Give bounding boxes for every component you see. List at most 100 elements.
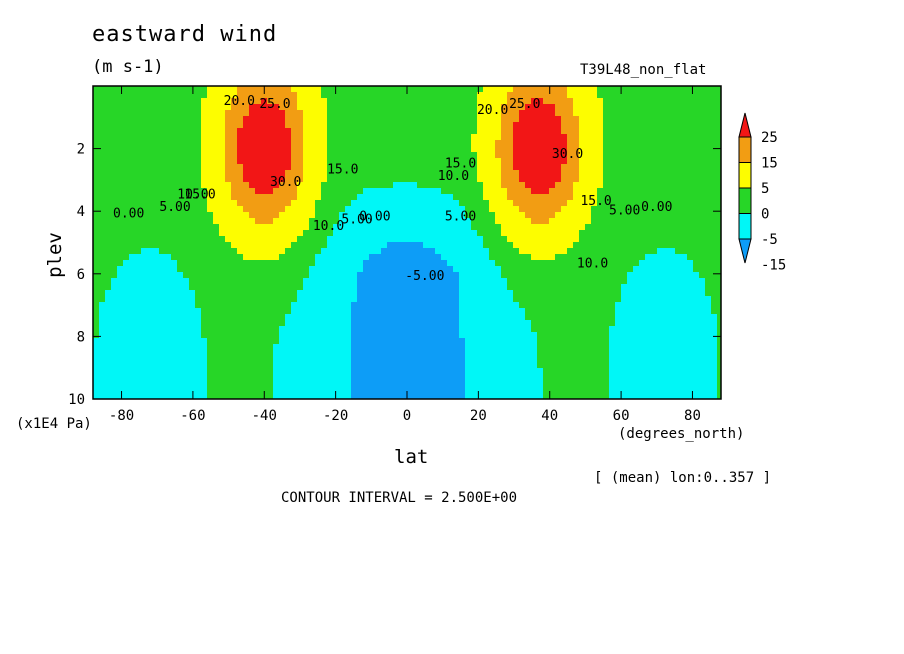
field-cell bbox=[531, 122, 538, 129]
field-cell bbox=[357, 104, 364, 111]
field-cell bbox=[267, 272, 274, 279]
field-cell bbox=[453, 338, 460, 345]
field-cell bbox=[213, 98, 220, 105]
field-cell bbox=[219, 206, 226, 213]
field-cell bbox=[243, 158, 250, 165]
field-cell bbox=[429, 182, 436, 189]
field-cell bbox=[573, 272, 580, 279]
field-cell bbox=[291, 146, 298, 153]
field-cell bbox=[423, 350, 430, 357]
field-cell bbox=[153, 278, 160, 285]
field-cell bbox=[507, 110, 514, 117]
field-cell bbox=[189, 296, 196, 303]
field-cell bbox=[645, 116, 652, 123]
field-cell bbox=[153, 182, 160, 189]
field-cell bbox=[333, 212, 340, 219]
field-cell bbox=[429, 236, 436, 243]
field-cell bbox=[699, 302, 706, 309]
field-cell bbox=[549, 158, 556, 165]
field-cell bbox=[681, 254, 688, 261]
field-cell bbox=[495, 188, 502, 195]
field-cell bbox=[93, 164, 100, 171]
field-cell bbox=[141, 206, 148, 213]
field-cell bbox=[111, 302, 118, 309]
field-cell bbox=[117, 326, 124, 333]
field-cell bbox=[297, 170, 304, 177]
field-cell bbox=[267, 320, 274, 327]
field-cell bbox=[129, 140, 136, 147]
field-cell bbox=[651, 206, 658, 213]
field-cell bbox=[543, 92, 550, 99]
field-cell bbox=[417, 194, 424, 201]
field-cell bbox=[513, 266, 520, 273]
field-cell bbox=[321, 122, 328, 129]
field-cell bbox=[129, 86, 136, 93]
field-cell bbox=[369, 128, 376, 135]
field-cell bbox=[585, 194, 592, 201]
field-cell bbox=[297, 140, 304, 147]
field-cell bbox=[585, 206, 592, 213]
field-cell bbox=[219, 218, 226, 225]
field-cell bbox=[177, 218, 184, 225]
field-cell bbox=[291, 152, 298, 159]
field-cell bbox=[147, 116, 154, 123]
field-cell bbox=[459, 278, 466, 285]
field-cell bbox=[315, 188, 322, 195]
field-cell bbox=[141, 182, 148, 189]
field-cell bbox=[339, 320, 346, 327]
field-cell bbox=[525, 302, 532, 309]
field-cell bbox=[471, 296, 478, 303]
field-cell bbox=[435, 116, 442, 123]
field-cell bbox=[453, 284, 460, 291]
field-cell bbox=[279, 146, 286, 153]
field-cell bbox=[351, 224, 358, 231]
field-cell bbox=[153, 194, 160, 201]
field-cell bbox=[123, 116, 130, 123]
field-cell bbox=[393, 116, 400, 123]
field-cell bbox=[573, 344, 580, 351]
field-cell bbox=[555, 110, 562, 117]
field-cell bbox=[375, 122, 382, 129]
field-cell bbox=[291, 350, 298, 357]
field-cell bbox=[585, 278, 592, 285]
field-cell bbox=[201, 248, 208, 255]
field-cell bbox=[243, 272, 250, 279]
field-cell bbox=[345, 188, 352, 195]
field-cell bbox=[219, 290, 226, 297]
field-cell bbox=[579, 200, 586, 207]
field-cell bbox=[513, 224, 520, 231]
field-cell bbox=[543, 230, 550, 237]
field-cell bbox=[507, 212, 514, 219]
field-cell bbox=[645, 350, 652, 357]
field-cell bbox=[549, 356, 556, 363]
field-cell bbox=[483, 176, 490, 183]
field-cell bbox=[369, 200, 376, 207]
field-cell bbox=[195, 212, 202, 219]
field-cell bbox=[141, 278, 148, 285]
field-cell bbox=[321, 212, 328, 219]
field-cell bbox=[567, 86, 574, 93]
field-cell bbox=[717, 152, 722, 159]
field-cell bbox=[237, 182, 244, 189]
field-cell bbox=[327, 278, 334, 285]
field-cell bbox=[201, 134, 208, 141]
field-cell bbox=[453, 290, 460, 297]
field-cell bbox=[471, 302, 478, 309]
field-cell bbox=[315, 176, 322, 183]
field-cell bbox=[177, 308, 184, 315]
field-cell bbox=[177, 320, 184, 327]
field-cell bbox=[141, 170, 148, 177]
field-cell bbox=[555, 356, 562, 363]
field-cell bbox=[633, 122, 640, 129]
field-cell bbox=[543, 206, 550, 213]
field-cell bbox=[705, 200, 712, 207]
field-cell bbox=[285, 206, 292, 213]
field-cell bbox=[117, 362, 124, 369]
field-cell bbox=[423, 164, 430, 171]
field-cell bbox=[129, 278, 136, 285]
field-cell bbox=[627, 128, 634, 135]
field-cell bbox=[129, 344, 136, 351]
field-cell bbox=[357, 278, 364, 285]
field-cell bbox=[219, 116, 226, 123]
field-cell bbox=[453, 140, 460, 147]
